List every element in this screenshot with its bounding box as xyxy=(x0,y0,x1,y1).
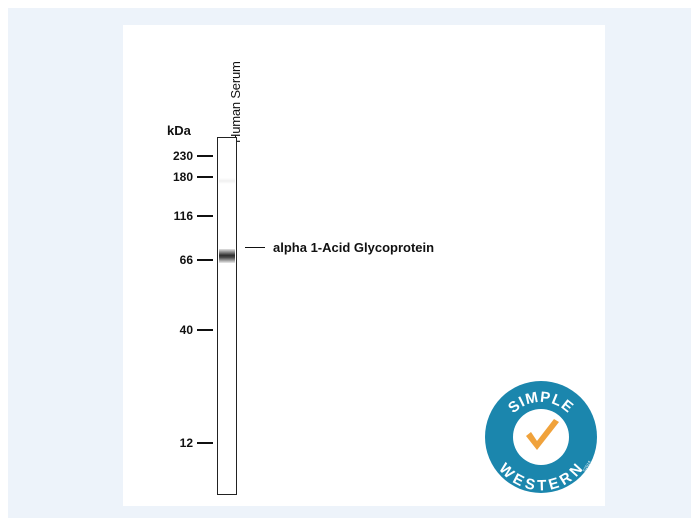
blot-figure: Human Serum kDa 230 180 116 66 40 12 xyxy=(123,25,605,506)
marker-label: 180 xyxy=(172,170,193,184)
marker-label: 40 xyxy=(179,323,193,337)
marker-tick xyxy=(197,176,213,178)
marker-230: 230 xyxy=(123,149,213,163)
marker-40: 40 xyxy=(123,323,213,337)
unit-label: kDa xyxy=(167,123,191,138)
marker-label: 66 xyxy=(179,253,193,267)
blot-lane xyxy=(217,137,237,495)
marker-116: 116 xyxy=(123,209,213,223)
protein-band xyxy=(219,249,235,263)
band-annotation: alpha 1-Acid Glycoprotein xyxy=(245,240,434,255)
marker-tick xyxy=(197,329,213,331)
marker-66: 66 xyxy=(123,253,213,267)
lane-label: Human Serum xyxy=(228,61,243,143)
image-frame: Human Serum kDa 230 180 116 66 40 12 xyxy=(8,8,691,518)
annotation-dash xyxy=(245,246,265,249)
marker-tick xyxy=(197,155,213,157)
marker-tick xyxy=(197,215,213,217)
marker-180: 180 xyxy=(123,170,213,184)
simple-western-logo: SIMPLE WESTERN ©2014 xyxy=(485,381,597,494)
marker-label: 230 xyxy=(172,149,193,163)
faint-band xyxy=(219,178,235,184)
marker-label: 12 xyxy=(179,436,193,450)
marker-label: 116 xyxy=(173,209,193,223)
marker-tick xyxy=(197,259,213,261)
marker-tick xyxy=(197,442,213,444)
band-label: alpha 1-Acid Glycoprotein xyxy=(273,240,435,255)
marker-12: 12 xyxy=(123,436,213,450)
checkmark-icon xyxy=(526,419,559,450)
logo-copyright: ©2014 xyxy=(582,459,593,472)
